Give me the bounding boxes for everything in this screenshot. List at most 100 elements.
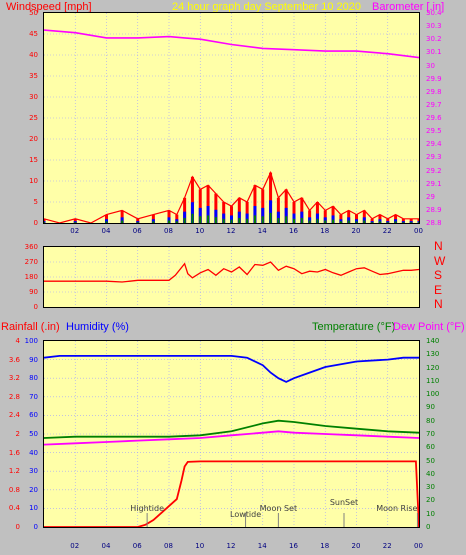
wind-bar <box>73 218 77 223</box>
wind-bar <box>253 185 257 223</box>
baro-y-tick: 29 <box>426 192 435 201</box>
wind-bar <box>284 189 288 223</box>
humidity-y-tick: 80 <box>29 374 38 383</box>
wind-avg-bar <box>370 221 374 223</box>
wind-min-bar <box>316 218 319 223</box>
wind-min-bar <box>183 217 186 223</box>
wind-bar <box>190 176 194 223</box>
wind-bar <box>323 210 327 223</box>
wind-bar <box>237 197 241 223</box>
x-tick-label: 22 <box>382 542 392 550</box>
direction-y-tick: 0 <box>33 303 38 311</box>
wind-avg-bar <box>300 211 304 223</box>
temp-y-tick: 120 <box>426 363 440 372</box>
wind-bar <box>315 202 319 223</box>
x-tick-label: 04 <box>101 227 111 235</box>
compass-label: S <box>434 268 443 282</box>
compass-label: N <box>434 239 443 253</box>
wind-bar <box>206 185 210 223</box>
rainfall-line <box>44 460 419 527</box>
wind-bar <box>276 197 280 223</box>
wind-bar <box>183 197 187 223</box>
rain-y-tick: 3.6 <box>8 355 20 364</box>
rain-y-tick: 4 <box>15 337 20 345</box>
wind-bar <box>120 210 124 223</box>
rain-y-tick: 2.4 <box>8 411 20 420</box>
temp-y-tick: 20 <box>426 496 435 505</box>
wind-avg-bar <box>237 211 241 223</box>
wind-min-bar <box>378 221 381 223</box>
wind-min-bar <box>402 222 405 223</box>
wind-avg-bar <box>394 219 398 223</box>
wind-min-bar <box>324 220 327 223</box>
wind-bar <box>378 214 382 223</box>
x-tick-label: 16 <box>289 542 298 550</box>
wind-min-bar <box>261 216 264 223</box>
wind-avg-bar <box>401 221 405 223</box>
wind-bar <box>214 193 218 223</box>
humidity-title: Humidity (%) <box>66 321 129 333</box>
wind-avg-bar <box>409 221 413 223</box>
astro-event-label: Moon Rise <box>376 504 417 513</box>
baro-y-tick: 29.6 <box>426 114 442 122</box>
wind-avg-bar <box>167 217 171 223</box>
rain-y-tick: 2 <box>15 430 20 438</box>
x-tick-label: 02 <box>70 542 80 550</box>
x-tick-label: 06 <box>132 542 142 550</box>
direction-y-tick: 360 <box>24 243 38 251</box>
x-tick-label: 00 <box>414 227 423 235</box>
wind-min-bar <box>214 217 217 223</box>
temp-y-tick: 110 <box>426 376 440 385</box>
wind-min-bar <box>363 220 366 223</box>
wind-bar <box>136 218 140 223</box>
x-tick-label: 08 <box>164 227 173 235</box>
baro-y-tick: 29.9 <box>426 74 442 83</box>
wind-plot-area <box>43 12 420 224</box>
wind-avg-bar <box>120 217 124 223</box>
baro-y-tick: 28.8 <box>426 219 442 227</box>
wind-avg-bar <box>206 205 210 223</box>
wind-avg-bar <box>222 213 226 223</box>
wind-avg-bar <box>378 219 382 223</box>
astro-event-label: SunSet <box>330 498 358 507</box>
x-tick-label: 18 <box>320 227 330 235</box>
wind-avg-bar <box>175 219 179 223</box>
humidity-y-tick: 70 <box>29 392 38 401</box>
wind-min-bar <box>121 220 124 223</box>
wind-min-bar <box>136 222 139 223</box>
dew-title: Dew Point (°F) <box>393 321 465 333</box>
direction-chart <box>44 247 419 307</box>
humidity-y-tick: 100 <box>24 337 38 345</box>
wind-bar <box>167 210 171 223</box>
wind-avg-bar <box>214 209 218 223</box>
wind-avg-bar <box>151 219 155 223</box>
wind-min-bar <box>285 216 288 223</box>
baro-y-tick: 30.1 <box>426 48 442 57</box>
wind-min-bar <box>168 220 170 223</box>
wind-title: Windspeed [mph] <box>6 1 92 13</box>
wind-bar <box>292 202 296 223</box>
baro-y-tick: 29.2 <box>426 166 442 175</box>
baro-y-tick: 29.3 <box>426 153 442 162</box>
x-tick-label: 04 <box>101 542 111 550</box>
wind-y-tick: 5 <box>33 198 38 206</box>
wind-bar <box>175 214 179 223</box>
wind-avg-bar <box>245 213 249 223</box>
wind-avg-bar <box>198 207 202 223</box>
wind-min-bar <box>332 219 335 223</box>
x-tick-label: 20 <box>351 227 361 235</box>
astro-event-label: Hightide <box>130 504 164 513</box>
compass-label: W <box>434 253 446 268</box>
wind-y-tick: 30 <box>29 93 38 101</box>
humidity-y-tick: 10 <box>29 504 38 513</box>
wind-min-bar <box>293 218 295 223</box>
wind-avg-bar <box>183 211 187 223</box>
wind-avg-bar <box>253 205 257 223</box>
temperature-line <box>44 419 419 439</box>
direction-line <box>44 261 419 283</box>
humidity-y-tick: 90 <box>29 355 38 364</box>
temp-y-tick: 10 <box>426 509 435 518</box>
wind-avg-bar <box>417 221 419 223</box>
wind-chart <box>44 13 419 223</box>
